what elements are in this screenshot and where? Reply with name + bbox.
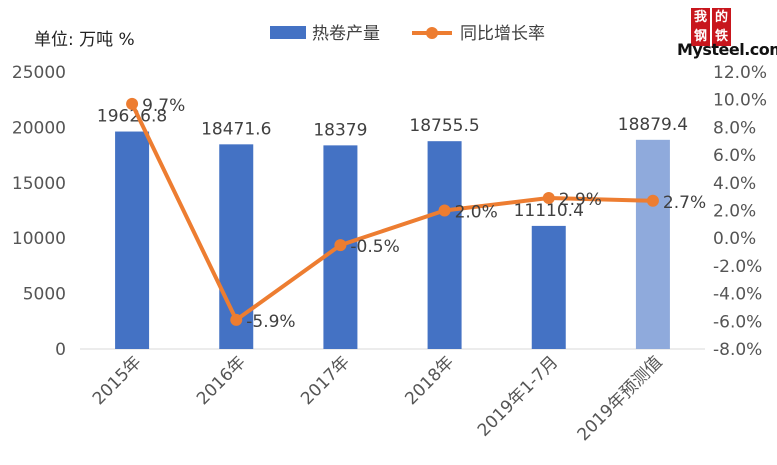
line-point: [334, 239, 347, 252]
bar-data-label: 18755.5: [409, 116, 479, 136]
bar-data-label: 18379: [313, 120, 367, 140]
line-point: [230, 313, 243, 326]
mysteel-logo: 我的 钢铁 Mysteel.com: [677, 6, 777, 59]
logo-word: Mysteel.com: [677, 40, 777, 59]
y-left-tick-label: 25000: [12, 63, 66, 83]
line-point: [646, 194, 659, 207]
line-data-label: 9.7%: [142, 96, 185, 116]
line-data-label: -0.5%: [350, 237, 399, 257]
y-right-tick-label: 8.0%: [713, 118, 756, 138]
logo-char: 钢: [691, 27, 710, 46]
line-point: [126, 97, 139, 110]
bar-data-label: 11110.4: [514, 201, 584, 221]
line-point: [438, 204, 451, 217]
y-left-tick-label: 5000: [23, 285, 66, 305]
legend-line-label: 同比增长率: [460, 24, 545, 44]
bar-data-label: 19626.8: [97, 107, 167, 127]
y-right-tick-label: 0.0%: [713, 229, 756, 249]
line-data-label: -5.9%: [246, 312, 295, 332]
y-left-tick-label: 0: [55, 340, 66, 360]
x-category-label: 2019年1-7月: [474, 352, 562, 440]
growth-line: [130, 102, 653, 322]
line-point: [542, 192, 555, 205]
unit-label: 单位: 万吨 %: [34, 30, 135, 50]
x-category-label: 2015年: [89, 352, 146, 409]
y-right-tick-label: 10.0%: [713, 91, 767, 111]
bar: [635, 139, 670, 349]
y-right-tick-label: 6.0%: [713, 146, 756, 166]
y-right-tick-label: 4.0%: [713, 174, 756, 194]
y-right-tick-label: -8.0%: [713, 340, 762, 360]
legend-line-marker: [426, 27, 438, 39]
logo-char: 铁: [712, 27, 731, 46]
bar-data-label: 18879.4: [618, 115, 688, 135]
y-right-tick-label: -4.0%: [713, 285, 762, 305]
y-right-tick-label: 12.0%: [713, 63, 767, 83]
y-right-tick-label: -6.0%: [713, 312, 762, 332]
logo-char: 我: [691, 8, 710, 27]
bar: [115, 131, 150, 349]
y-left-tick-label: 20000: [12, 118, 66, 138]
x-category-label: 2016年: [193, 352, 250, 409]
line-data-label: 2.7%: [663, 193, 706, 213]
bar-data-label: 18471.6: [201, 119, 271, 139]
x-category-label: 2017年: [297, 352, 354, 409]
legend-bar-swatch: [270, 26, 306, 39]
bar: [427, 141, 462, 349]
x-category-label: 2019年预测值: [574, 352, 667, 445]
legend-bar-label: 热卷产量: [312, 24, 380, 44]
x-category-label: 2018年: [401, 352, 458, 409]
bar: [531, 225, 566, 349]
logo-char: 的: [712, 8, 731, 27]
y-left-tick-label: 15000: [12, 174, 66, 194]
line-data-label: 2.9%: [559, 190, 602, 210]
y-right-tick-label: -2.0%: [713, 257, 762, 277]
line-data-label: 2.0%: [455, 203, 498, 223]
y-left-tick-label: 10000: [12, 229, 66, 249]
y-right-tick-label: 2.0%: [713, 202, 756, 222]
